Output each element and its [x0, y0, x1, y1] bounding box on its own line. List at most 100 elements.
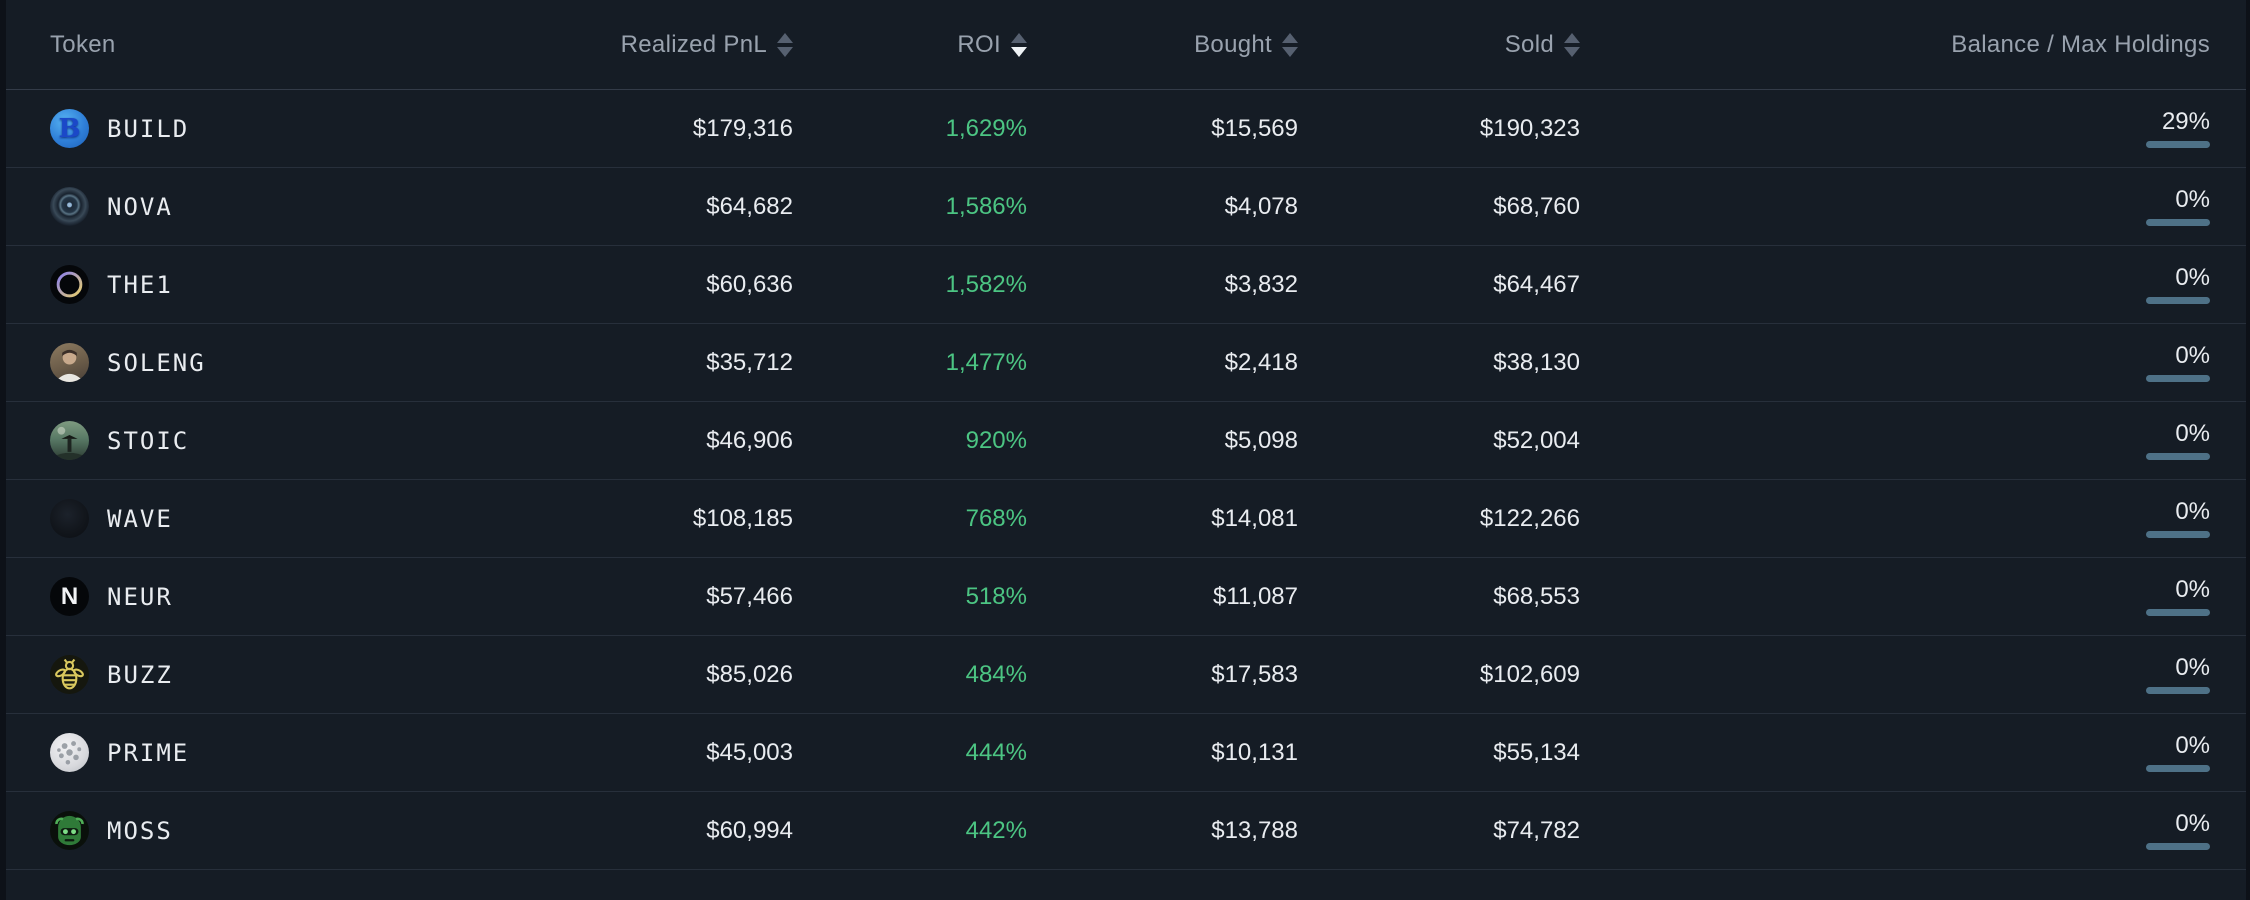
balance-percent: 0% — [2175, 653, 2210, 681]
token-cell[interactable]: STOIC — [6, 421, 506, 460]
balance-progress-bar — [2146, 530, 2210, 538]
prime-molecule-icon — [50, 733, 89, 772]
column-header-label: Realized PnL — [620, 30, 767, 58]
sort-up-icon — [777, 32, 793, 43]
balance-cell: 0% — [1580, 419, 2246, 460]
table-row-the1[interactable]: THE1 $60,636 1,582% $3,832 $64,467 0% — [6, 246, 2246, 324]
balance-percent: 0% — [2175, 731, 2210, 759]
balance-cell: 0% — [1580, 341, 2246, 382]
balance-percent: 29% — [2161, 107, 2210, 135]
sold-cell: $102,609 — [1479, 660, 1580, 688]
token-cell[interactable]: WAVE — [6, 499, 506, 538]
realized-pnl-cell: $57,466 — [706, 582, 793, 610]
column-header-pnl[interactable]: Realized PnL — [506, 31, 793, 59]
realized-pnl-cell: $60,994 — [706, 816, 793, 844]
bought-cell: $2,418 — [1224, 348, 1298, 376]
column-header-label: Bought — [1194, 30, 1272, 58]
balance-percent: 0% — [2175, 809, 2210, 837]
table-row-moss[interactable]: MOSS $60,994 442% $13,788 $74,782 0% — [6, 792, 2246, 870]
realized-pnl-cell: $179,316 — [692, 114, 793, 142]
sold-cell: $38,130 — [1493, 348, 1580, 376]
balance-percent: 0% — [2175, 575, 2210, 603]
table-row-soleng[interactable]: SOLENG $35,712 1,477% $2,418 $38,130 0% — [6, 324, 2246, 402]
table-bottom-stub — [6, 870, 2246, 900]
balance-progress-bar — [2146, 140, 2210, 148]
column-header-roi[interactable]: ROI — [793, 31, 1027, 59]
balance-cell: 0% — [1580, 575, 2246, 616]
token-symbol: PRIME — [107, 738, 190, 767]
table-row-nova[interactable]: NOVA $64,682 1,586% $4,078 $68,760 0% — [6, 168, 2246, 246]
column-header-label: Sold — [1504, 30, 1554, 58]
bought-cell: $17,583 — [1211, 660, 1298, 688]
column-header-token: Token — [6, 31, 506, 59]
soleng-avatar-icon — [50, 343, 89, 382]
sold-cell: $64,467 — [1493, 270, 1580, 298]
table-row-neur[interactable]: N NEUR $57,466 518% $11,087 $68,553 0% — [6, 558, 2246, 636]
sold-cell: $190,323 — [1479, 114, 1580, 142]
table-row-stoic[interactable]: STOIC $46,906 920% $5,098 $52,004 0% — [6, 402, 2246, 480]
token-cell[interactable]: BUZZ — [6, 655, 506, 694]
sort-down-icon — [1011, 46, 1027, 57]
roi-cell: 518% — [965, 582, 1027, 610]
neur-n-icon: N — [50, 577, 89, 616]
token-cell[interactable]: MOSS — [6, 811, 506, 850]
token-cell[interactable]: THE1 — [6, 265, 506, 304]
balance-progress-bar — [2146, 296, 2210, 304]
roi-cell: 484% — [965, 660, 1027, 688]
balance-cell: 29% — [1580, 107, 2246, 148]
sort-down-icon — [777, 46, 793, 57]
table-header-row: Token Realized PnL ROI Bought Sold Balan… — [6, 0, 2246, 90]
bought-cell: $3,832 — [1224, 270, 1298, 298]
balance-percent: 0% — [2175, 419, 2210, 447]
table-row-prime[interactable]: PRIME $45,003 444% $10,131 $55,134 0% — [6, 714, 2246, 792]
column-header-label: Token — [50, 30, 116, 58]
balance-progress-bar — [2146, 842, 2210, 850]
bought-cell: $5,098 — [1224, 426, 1298, 454]
stoic-samurai-icon — [50, 421, 89, 460]
table-row-buzz[interactable]: BUZZ $85,026 484% $17,583 $102,609 0% — [6, 636, 2246, 714]
sort-arrows-icon — [1011, 32, 1027, 57]
balance-progress-bar — [2146, 686, 2210, 694]
bought-cell: $15,569 — [1211, 114, 1298, 142]
sort-arrows-icon — [1564, 32, 1580, 57]
moss-frog-icon — [50, 811, 89, 850]
roi-cell: 1,586% — [945, 192, 1027, 220]
balance-cell: 0% — [1580, 809, 2246, 850]
build-coin-icon: B — [50, 109, 89, 148]
realized-pnl-cell: $108,185 — [692, 504, 793, 532]
balance-percent: 0% — [2175, 341, 2210, 369]
sold-cell: $122,266 — [1479, 504, 1580, 532]
realized-pnl-cell: $64,682 — [706, 192, 793, 220]
token-symbol: STOIC — [107, 426, 190, 455]
sort-arrows-icon — [1282, 32, 1298, 57]
balance-progress-bar — [2146, 608, 2210, 616]
token-cell[interactable]: N NEUR — [6, 577, 506, 616]
balance-cell: 0% — [1580, 187, 2246, 226]
token-cell[interactable]: B BUILD — [6, 109, 506, 148]
token-cell[interactable]: PRIME — [6, 733, 506, 772]
balance-cell: 0% — [1580, 499, 2246, 538]
token-symbol: SOLENG — [107, 348, 206, 377]
bought-cell: $14,081 — [1211, 504, 1298, 532]
sold-cell: $68,760 — [1493, 192, 1580, 220]
sort-arrows-icon — [777, 32, 793, 57]
table-row-build[interactable]: B BUILD $179,316 1,629% $15,569 $190,323… — [6, 90, 2246, 168]
sort-up-icon — [1564, 32, 1580, 43]
token-symbol: NOVA — [107, 192, 173, 221]
balance-progress-bar — [2146, 764, 2210, 772]
sort-up-icon — [1011, 32, 1027, 43]
token-symbol: THE1 — [107, 270, 173, 299]
column-header-bought[interactable]: Bought — [1027, 31, 1298, 59]
realized-pnl-cell: $45,003 — [706, 738, 793, 766]
roi-cell: 920% — [965, 426, 1027, 454]
token-cell[interactable]: NOVA — [6, 187, 506, 226]
table-row-wave[interactable]: WAVE $108,185 768% $14,081 $122,266 0% — [6, 480, 2246, 558]
sold-cell: $68,553 — [1493, 582, 1580, 610]
roi-cell: 1,582% — [945, 270, 1027, 298]
realized-pnl-cell: $60,636 — [706, 270, 793, 298]
roi-cell: 444% — [965, 738, 1027, 766]
token-cell[interactable]: SOLENG — [6, 343, 506, 382]
roi-cell: 768% — [965, 504, 1027, 532]
column-header-sold[interactable]: Sold — [1298, 31, 1580, 59]
balance-cell: 0% — [1580, 731, 2246, 772]
